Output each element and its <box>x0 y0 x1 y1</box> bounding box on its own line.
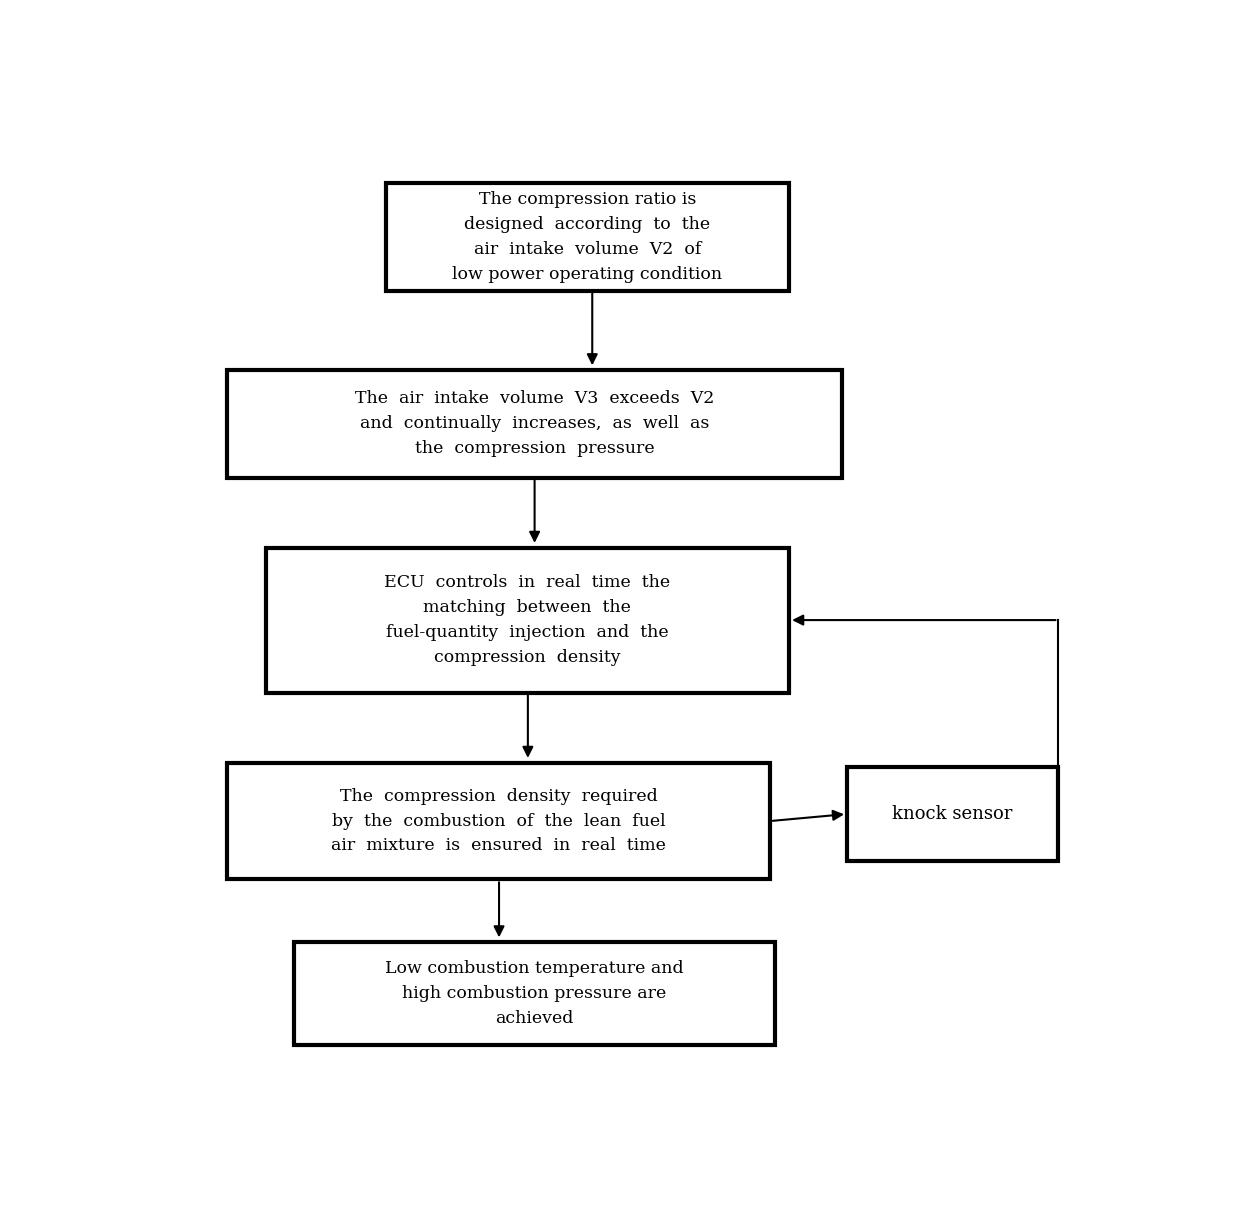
Text: knock sensor: knock sensor <box>893 805 1013 823</box>
Bar <box>227 762 770 879</box>
Text: The  air  intake  volume  V3  exceeds  V2
and  continually  increases,  as  well: The air intake volume V3 exceeds V2 and … <box>355 391 714 458</box>
Text: The compression ratio is
designed  according  to  the
air  intake  volume  V2  o: The compression ratio is designed accord… <box>453 191 723 283</box>
Bar <box>294 942 775 1045</box>
Bar <box>227 370 842 477</box>
Text: ECU  controls  in  real  time  the
matching  between  the
fuel-quantity  injecti: ECU controls in real time the matching b… <box>384 574 671 665</box>
Bar <box>847 767 1058 861</box>
Bar <box>265 548 789 692</box>
Text: Low combustion temperature and
high combustion pressure are
achieved: Low combustion temperature and high comb… <box>386 960 684 1027</box>
Text: The  compression  density  required
by  the  combustion  of  the  lean  fuel
air: The compression density required by the … <box>331 788 666 855</box>
Bar <box>386 183 789 290</box>
